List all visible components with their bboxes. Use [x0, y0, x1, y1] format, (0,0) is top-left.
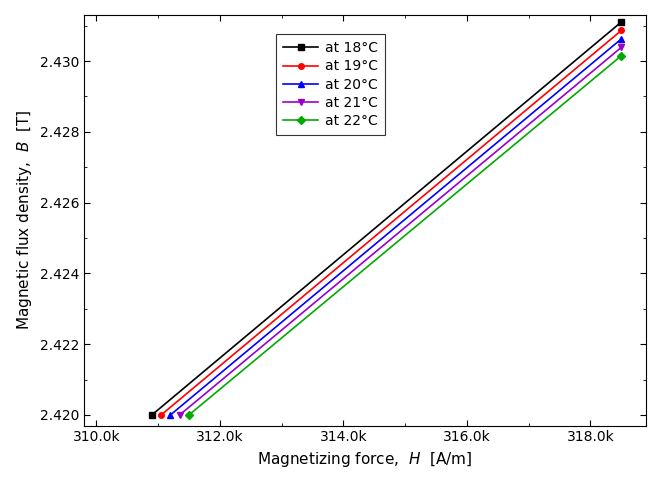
- at 18°C: [617, 19, 625, 25]
- at 21°C: [278, 327, 286, 333]
- Line: at 18°C: at 18°C: [149, 19, 624, 418]
- at 18°C: [428, 178, 436, 184]
- at 18°C: [594, 39, 602, 45]
- at 22°C: [443, 198, 451, 204]
- at 22°C: [408, 227, 416, 233]
- at 20°C: [581, 66, 589, 72]
- at 21°C: [176, 412, 184, 418]
- at 20°C: [253, 340, 261, 346]
- at 22°C: [582, 82, 590, 88]
- Line: at 21°C: at 21°C: [177, 45, 624, 418]
- at 22°C: [596, 71, 603, 77]
- Line: at 20°C: at 20°C: [168, 36, 624, 418]
- at 22°C: [185, 412, 193, 418]
- at 21°C: [439, 193, 447, 199]
- at 21°C: [617, 45, 625, 50]
- at 19°C: [264, 323, 272, 329]
- at 18°C: [148, 412, 156, 418]
- at 21°C: [403, 223, 411, 228]
- at 18°C: [238, 337, 246, 343]
- at 21°C: [260, 342, 268, 348]
- at 20°C: [167, 412, 175, 418]
- at 20°C: [594, 55, 602, 61]
- at 22°C: [268, 343, 276, 349]
- at 18°C: [257, 321, 265, 327]
- at 21°C: [595, 63, 603, 69]
- at 19°C: [245, 338, 253, 344]
- at 19°C: [594, 47, 602, 53]
- at 18°C: [580, 51, 588, 57]
- at 20°C: [435, 188, 443, 194]
- at 20°C: [617, 36, 625, 42]
- Legend: at 18°C, at 19°C, at 20°C, at 21°C, at 22°C: at 18°C, at 19°C, at 20°C, at 21°C, at 2…: [276, 34, 385, 135]
- at 21°C: [582, 74, 590, 80]
- at 22°C: [617, 53, 625, 59]
- Y-axis label: Magnetic flux density,  $B$  [T]: Magnetic flux density, $B$ [T]: [15, 110, 34, 331]
- at 20°C: [399, 218, 407, 224]
- at 20°C: [271, 325, 279, 331]
- at 19°C: [580, 59, 588, 64]
- at 22°C: [286, 329, 293, 334]
- at 19°C: [432, 183, 440, 189]
- X-axis label: Magnetizing force,  $H$  [A/m]: Magnetizing force, $H$ [A/m]: [257, 450, 473, 469]
- at 18°C: [390, 210, 398, 215]
- Line: at 22°C: at 22°C: [186, 53, 624, 418]
- Line: at 19°C: at 19°C: [159, 28, 624, 418]
- at 19°C: [394, 214, 402, 220]
- at 19°C: [617, 28, 625, 33]
- at 19°C: [157, 412, 165, 418]
